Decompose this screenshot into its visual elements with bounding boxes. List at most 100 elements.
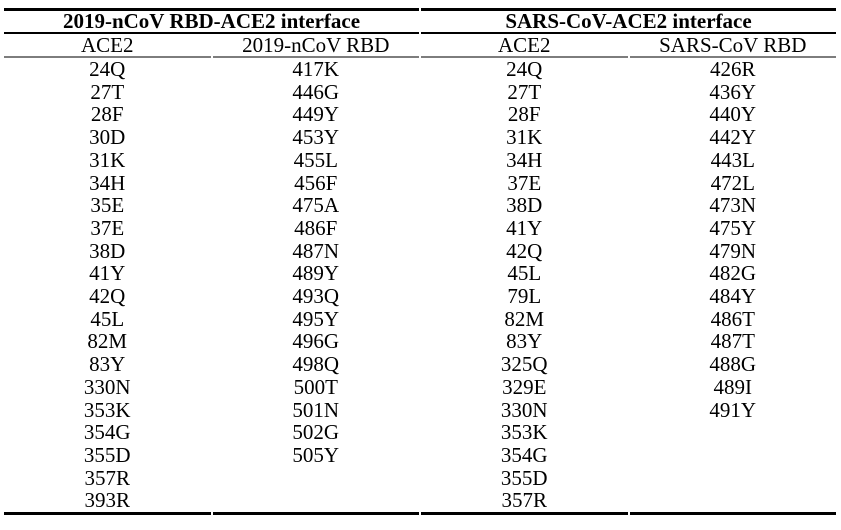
table-row: 45L 495Y 82M 486T: [4, 308, 836, 331]
residue-cell: 330N: [500, 398, 548, 422]
group-header-row: 2019-nCoV RBD-ACE2 interface SARS-CoV-AC…: [4, 8, 836, 34]
residue-cell: 440Y: [709, 103, 757, 127]
table-row: 31K 455L 34H 443L: [4, 149, 836, 172]
residue-cell: 449Y: [292, 103, 340, 127]
column-header-ace2-ncov: ACE2: [4, 34, 211, 58]
residue-cell: 34H: [89, 171, 126, 195]
residue-cell: 38D: [506, 194, 543, 217]
residue-cell: 486T: [710, 307, 755, 331]
residue-cell: 325Q: [500, 353, 548, 376]
residue-cell: 31K: [89, 148, 126, 172]
table-row: 24Q 417K 24Q 426R: [4, 58, 836, 81]
residue-cell: [630, 444, 837, 467]
residue-cell: 27T: [90, 80, 125, 104]
residue-cell: 35E: [90, 194, 125, 217]
residue-cell: 487N: [292, 239, 340, 263]
residue-cell: 83Y: [506, 330, 543, 354]
column-header-sars-rbd: SARS-CoV RBD: [629, 34, 836, 58]
residue-cell: 45L: [507, 262, 542, 286]
table-row: 28F 449Y 28F 440Y: [4, 103, 836, 126]
residue-cell: 330N: [83, 375, 131, 399]
residue-cell: 501N: [292, 398, 340, 422]
residue-cell: 354G: [83, 421, 131, 444]
table-body: 24Q 417K 24Q 426R 27T 446G 27T 436Y 28F 449Y 28F 44…: [4, 58, 836, 516]
residue-cell: 30D: [89, 126, 126, 149]
group-header-sars-interface: SARS-CoV-ACE2 interface: [421, 8, 836, 34]
residue-cell: 28F: [507, 103, 541, 127]
residue-cell: 83Y: [89, 353, 126, 376]
residue-cell: 357R: [421, 489, 628, 516]
residue-cell: 41Y: [89, 262, 126, 286]
residue-cell: 436Y: [709, 80, 757, 104]
residue-cell: 393R: [4, 489, 211, 516]
residue-cell: 31K: [506, 126, 543, 149]
residue-cell: 426R: [709, 58, 756, 81]
residue-cell: 34H: [506, 148, 543, 172]
table-row: 330N 500T 329E 489I: [4, 376, 836, 399]
table-row: 393R 357R: [4, 489, 836, 516]
residue-cell: 417K: [292, 58, 340, 81]
table-row: 34H 456F 37E 472L: [4, 172, 836, 195]
residue-cell: 42Q: [506, 239, 543, 263]
residue-cell: 505Y: [292, 443, 340, 467]
residue-cell: 486F: [294, 216, 338, 240]
residue-cell: 489Y: [292, 262, 340, 286]
table-row: 355D 505Y 354G: [4, 444, 836, 467]
residue-cell: 491Y: [709, 398, 757, 422]
residue-cell: 496G: [292, 330, 340, 354]
table-row: 35E 475A 38D 473N: [4, 194, 836, 217]
residue-cell: 475Y: [709, 216, 757, 240]
residue-cell: 484Y: [709, 285, 757, 308]
residue-cell: [629, 489, 836, 516]
residue-cell: 24Q: [506, 58, 543, 81]
column-header-ncov-rbd: 2019-nCoV RBD: [212, 34, 419, 58]
residue-cell: 355D: [500, 466, 548, 490]
table-row: 42Q 493Q 79L 484Y: [4, 285, 836, 308]
residue-cell: 488G: [709, 353, 757, 376]
residue-cell: 472L: [710, 171, 755, 195]
table-row: 30D 453Y 31K 442Y: [4, 126, 836, 149]
residue-cell: 446G: [292, 80, 340, 104]
residue-cell: 27T: [507, 80, 542, 104]
residue-cell: 45L: [90, 307, 125, 331]
table-row: 83Y 498Q 325Q 488G: [4, 353, 836, 376]
residue-cell: 502G: [292, 421, 340, 444]
residue-cell: 487T: [710, 330, 755, 354]
table-row: 37E 486F 41Y 475Y: [4, 217, 836, 240]
residue-cell: [213, 467, 420, 490]
residue-cell: 355D: [83, 443, 131, 467]
residue-cell: 357R: [84, 466, 130, 490]
residue-cell: 37E: [90, 216, 125, 240]
residue-cell: 455L: [293, 148, 338, 172]
residue-cell: 479N: [709, 239, 757, 263]
residue-cell: 500T: [293, 375, 338, 399]
residue-cell: 24Q: [89, 58, 126, 81]
residue-cell: 495Y: [292, 307, 340, 331]
residue-cell: 473N: [709, 194, 757, 217]
residue-cell: [630, 467, 837, 490]
column-header-row: ACE2 2019-nCoV RBD ACE2 SARS-CoV RBD: [4, 34, 836, 58]
residue-cell: [630, 421, 837, 444]
residue-cell: 37E: [507, 171, 542, 195]
residue-cell: 442Y: [709, 126, 757, 149]
table-row: 357R 355D: [4, 467, 836, 490]
residue-cell: 489I: [713, 375, 753, 399]
residue-cell: 456F: [294, 171, 338, 195]
residue-cell: 482G: [709, 262, 757, 286]
residue-cell: 354G: [500, 443, 548, 467]
table-row: 354G 502G 353K: [4, 421, 836, 444]
residue-cell: 453Y: [292, 126, 340, 149]
residue-cell: 28F: [90, 103, 124, 127]
residue-cell: 475A: [292, 194, 340, 217]
residue-cell: 42Q: [89, 285, 126, 308]
table-row: 41Y 489Y 45L 482G: [4, 262, 836, 285]
table-row: 353K 501N 330N 491Y: [4, 399, 836, 422]
residue-cell: 493Q: [292, 285, 340, 308]
table-row: 82M 496G 83Y 487T: [4, 330, 836, 353]
paper-table-container: 2019-nCoV RBD-ACE2 interface SARS-CoV-AC…: [4, 8, 836, 516]
table-row: 38D 487N 42Q 479N: [4, 240, 836, 263]
residue-cell: 79L: [507, 285, 542, 308]
residue-cell: 82M: [504, 307, 545, 331]
residue-cell: 498Q: [292, 353, 340, 376]
residue-cell: 353K: [500, 421, 548, 444]
